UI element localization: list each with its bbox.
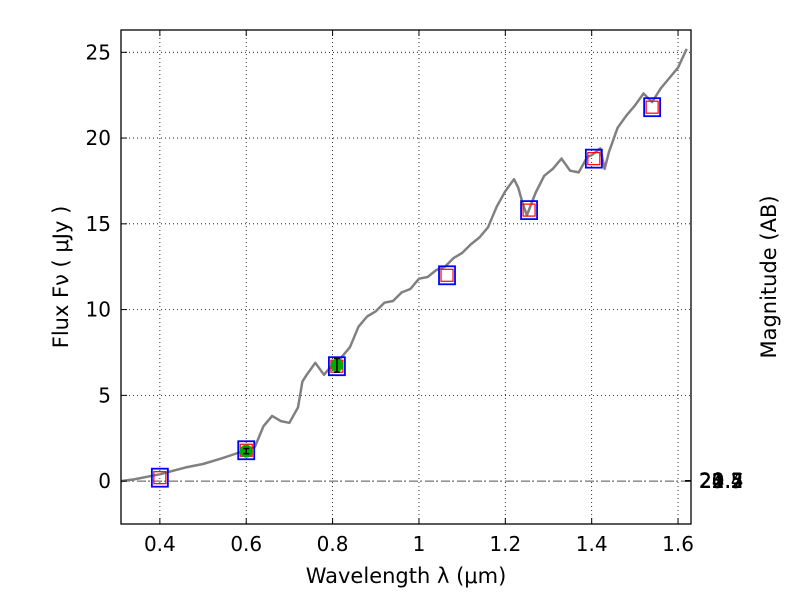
y-tick-label: 0: [98, 469, 111, 493]
x-tick-label: 0.6: [230, 532, 262, 556]
mag-tick-label: 24: [699, 469, 724, 493]
mag-tick-label: 20.4: [699, 469, 744, 493]
filter-point: [328, 356, 346, 377]
x-tick-label: 0.4: [144, 532, 176, 556]
y-tick-label: 20: [86, 126, 111, 150]
y-tick-label: 10: [86, 298, 111, 322]
model-point: [440, 268, 454, 282]
filter-point: [584, 148, 603, 169]
filter-point: [520, 200, 538, 221]
mag-tick-label: 21.2: [699, 469, 744, 493]
mag-tick-label: 21: [699, 469, 724, 493]
filter-point: [237, 440, 256, 461]
mag-tick-label: 22: [699, 469, 724, 493]
mag-tick-label: 23: [699, 469, 724, 493]
mag-tick-label: 22.5: [699, 469, 744, 493]
y-tick-label: 15: [86, 212, 111, 236]
axis-ticks: 0.4 0.6 0.8 1 1.2 1.4 1.6 0 5 10 15 20 25 20.420.520.…: [86, 30, 744, 556]
x-axis-label: Wavelength λ (μm): [306, 564, 507, 588]
model-point: [645, 100, 659, 114]
x-tick-label: 1.6: [662, 532, 694, 556]
x-tick-label: 0.8: [317, 532, 349, 556]
mag-tick-label: 20.7: [699, 469, 744, 493]
x-tick-label: 1.2: [489, 532, 521, 556]
y-axis-label: Flux Fν ( μJy ): [49, 206, 73, 349]
model-point: [153, 471, 167, 485]
model-point: [587, 152, 601, 166]
y-axis-right-label: Magnitude (AB): [757, 195, 781, 358]
mag-tick-label: 20.5: [699, 469, 744, 493]
data-points: [150, 97, 662, 488]
plot-frame: [120, 29, 692, 525]
filter-point: [438, 265, 456, 286]
filter-point: [150, 467, 169, 488]
x-tick-label: 1.4: [576, 532, 608, 556]
x-tick-label: 1: [413, 532, 426, 556]
mag-tick-label: 21.5: [699, 469, 744, 493]
model-point: [522, 203, 536, 217]
filter-point: [643, 97, 662, 118]
y-tick-label: 5: [98, 383, 111, 407]
y-tick-label: 25: [86, 40, 111, 64]
